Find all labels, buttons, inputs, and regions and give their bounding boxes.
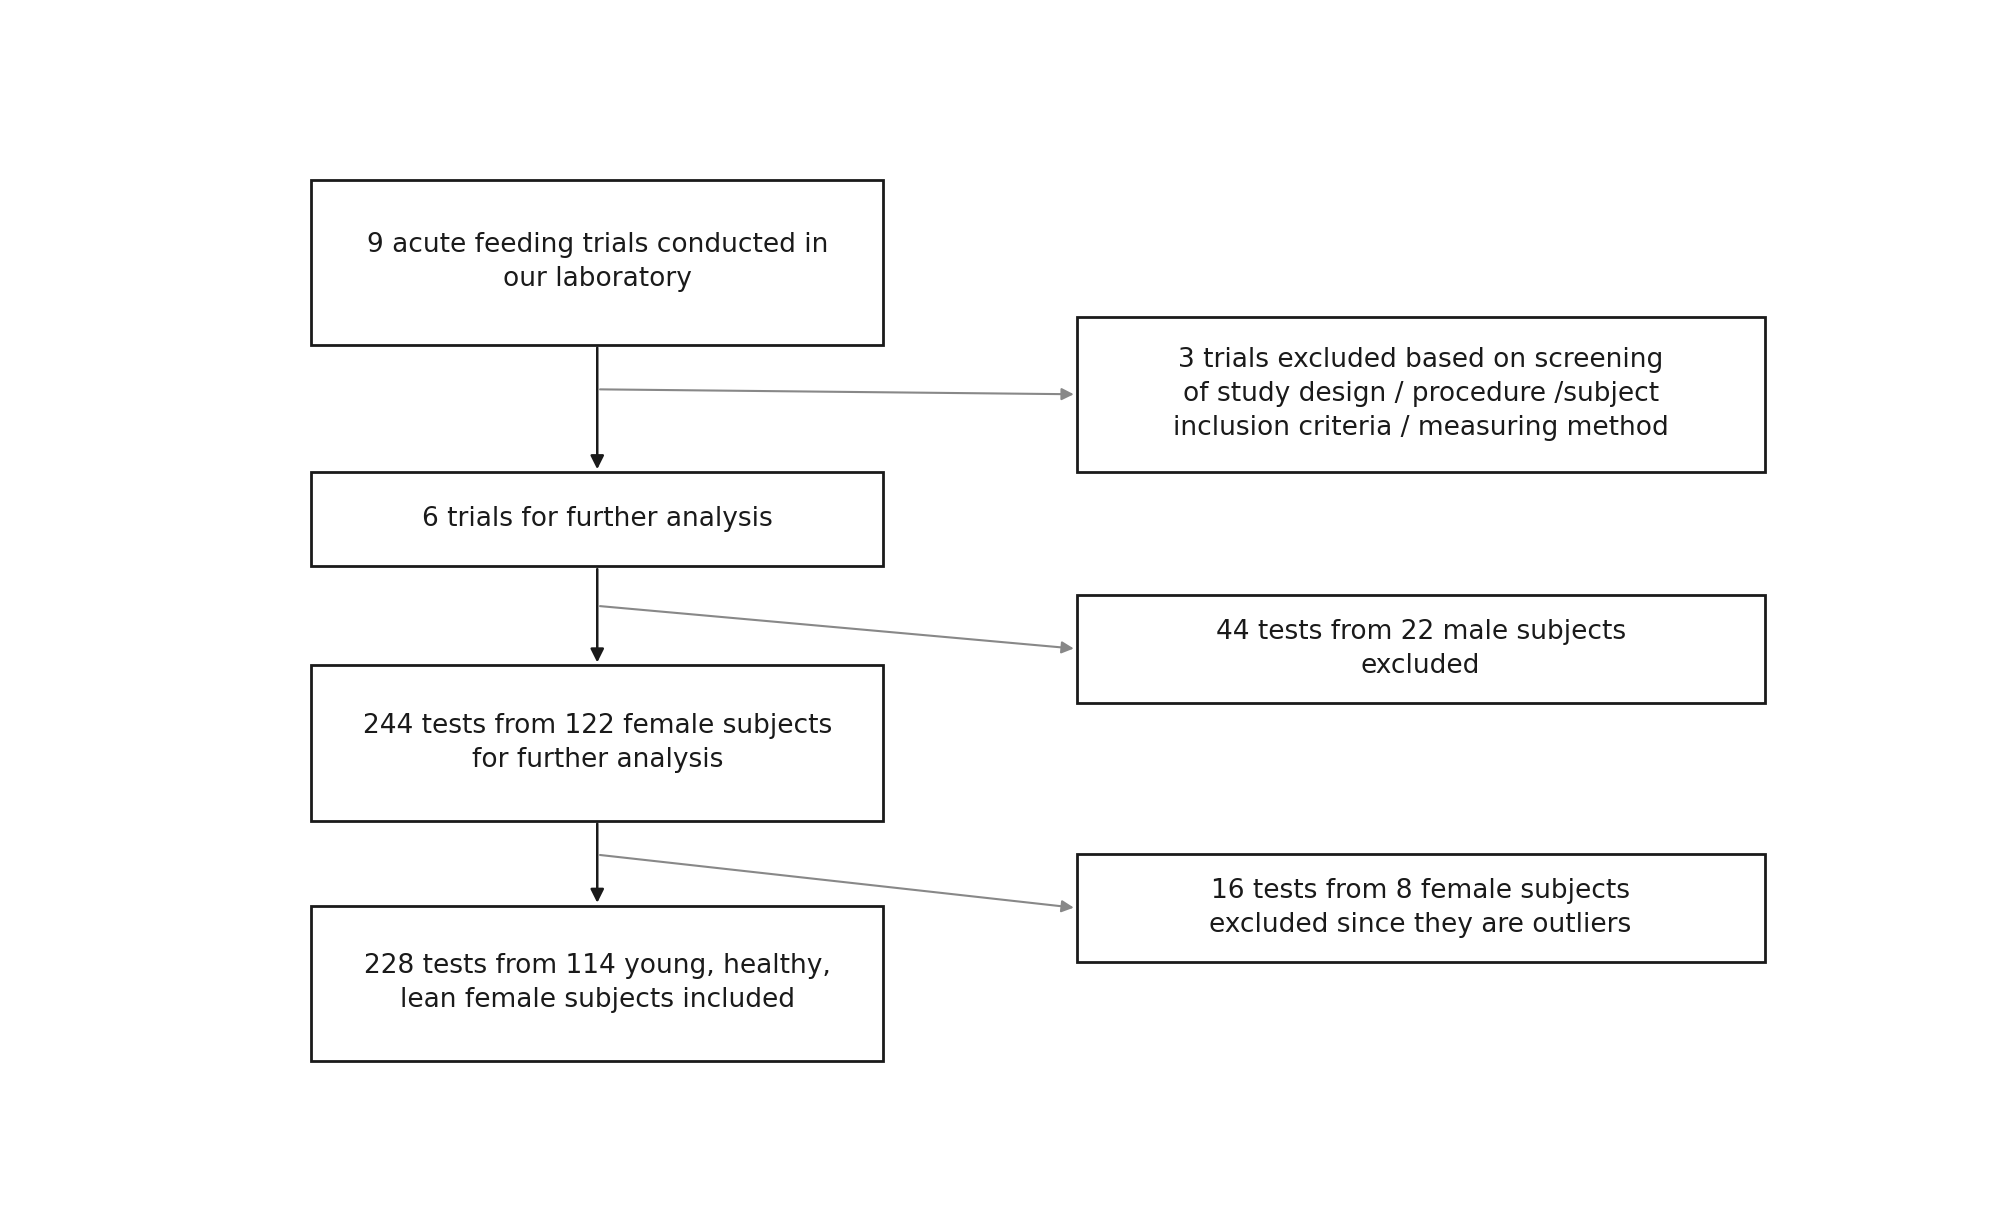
- FancyBboxPatch shape: [311, 472, 884, 567]
- FancyBboxPatch shape: [311, 906, 884, 1061]
- Text: 16 tests from 8 female subjects
excluded since they are outliers: 16 tests from 8 female subjects excluded…: [1209, 878, 1632, 938]
- FancyBboxPatch shape: [1077, 854, 1764, 962]
- FancyBboxPatch shape: [1077, 317, 1764, 472]
- Text: 3 trials excluded based on screening
of study design / procedure /subject
inclus: 3 trials excluded based on screening of …: [1173, 348, 1668, 442]
- FancyBboxPatch shape: [311, 665, 884, 821]
- Text: 228 tests from 114 young, healthy,
lean female subjects included: 228 tests from 114 young, healthy, lean …: [363, 953, 830, 1013]
- FancyBboxPatch shape: [1077, 595, 1764, 703]
- Text: 9 acute feeding trials conducted in
our laboratory: 9 acute feeding trials conducted in our …: [367, 233, 828, 293]
- FancyBboxPatch shape: [311, 180, 884, 345]
- Text: 44 tests from 22 male subjects
excluded: 44 tests from 22 male subjects excluded: [1215, 619, 1626, 679]
- Text: 6 trials for further analysis: 6 trials for further analysis: [421, 507, 772, 532]
- Text: 244 tests from 122 female subjects
for further analysis: 244 tests from 122 female subjects for f…: [363, 714, 832, 774]
